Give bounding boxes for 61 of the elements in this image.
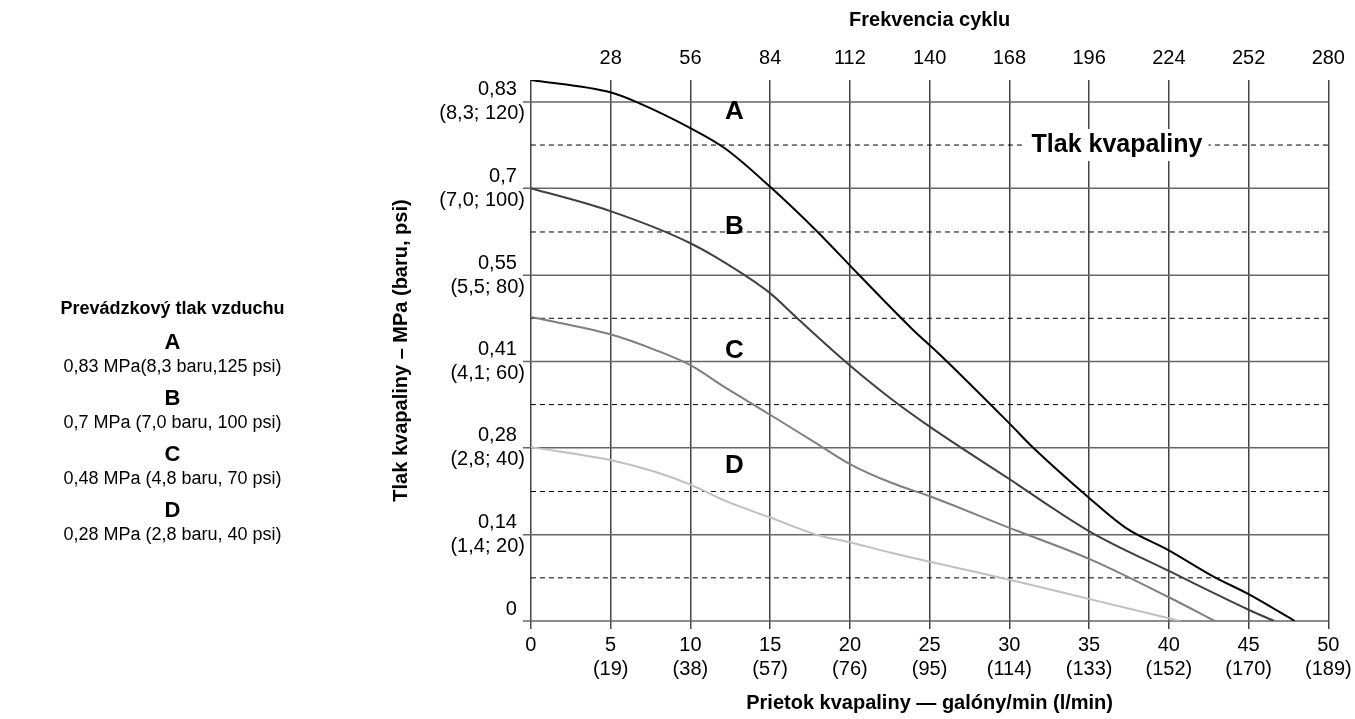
x2-tick-label: 280	[1311, 45, 1345, 68]
x-tick-label: 20	[838, 632, 862, 655]
x-tick-label: 40	[1157, 632, 1180, 655]
text: (57)	[752, 656, 788, 679]
x2-tick-label: 196	[1072, 45, 1106, 68]
x-axis-title: Prietok kvapaliny — galóny/min (l/min)	[746, 690, 1113, 713]
y-tick-label: 0,41	[477, 336, 517, 359]
x-tick-label: 45	[1237, 632, 1260, 655]
series-label: A	[724, 95, 744, 126]
text: 0,83 MPa(8,3 baru,125 psi)	[62, 355, 283, 377]
x2-axis-title: Frekvencia cyklu	[849, 7, 1011, 30]
series-label: C	[724, 333, 744, 364]
text: (8,3; 120)	[439, 101, 525, 124]
text: (95)	[911, 656, 948, 679]
x-tick-label: 5	[605, 632, 617, 655]
text: 0,48 MPa (4,8 baru, 70 psi)	[62, 467, 283, 489]
text: C	[163, 441, 182, 467]
x-tick-label: 15	[759, 632, 782, 655]
text: A	[163, 329, 182, 355]
text: (19)	[592, 656, 629, 679]
text: Tlak kvapaliny	[1031, 128, 1203, 157]
text: 0,7 MPa (7,0 baru, 100 psi)	[62, 411, 283, 433]
legend-title: Prevádzkový tlak vzduchu	[59, 298, 286, 319]
y-axis-title: Tlak kvapaliny – MPa (baru, psi)	[388, 199, 411, 502]
text: (189)	[1304, 656, 1352, 679]
x-tick-label: 50	[1317, 632, 1340, 655]
text: (4,1; 60)	[450, 360, 525, 383]
text: (170)	[1225, 656, 1272, 679]
text: B	[163, 385, 182, 411]
x2-tick-label: 28	[599, 45, 622, 68]
x2-tick-label: 112	[833, 45, 866, 68]
y-tick-label: 0,55	[477, 250, 517, 273]
text: (1,4; 20)	[450, 534, 525, 557]
x-tick-label: 35	[1077, 632, 1101, 655]
text: D	[163, 497, 182, 523]
text: (114)	[986, 656, 1032, 679]
text: (76)	[832, 656, 868, 679]
text: (2,8; 40)	[450, 447, 525, 470]
x2-tick-label: 56	[679, 45, 702, 68]
text: (152)	[1145, 656, 1193, 679]
y-tick-label: 0,14	[477, 510, 517, 533]
text: 0,28 MPa (2,8 baru, 40 psi)	[62, 523, 283, 545]
text: (5,5; 80)	[450, 274, 525, 297]
x-tick-label: 0	[525, 632, 537, 655]
text: (38)	[672, 656, 709, 679]
x-tick-label: 30	[998, 632, 1021, 655]
x-tick-label: 10	[679, 632, 702, 655]
x2-tick-label: 224	[1152, 45, 1186, 68]
series-label: D	[724, 448, 744, 479]
x2-tick-label: 84	[759, 45, 782, 68]
x-tick-label: 25	[918, 632, 941, 655]
text: (7,0; 100)	[439, 187, 525, 210]
series-label: B	[724, 210, 744, 241]
y-tick-label: 0	[505, 596, 517, 619]
text: (133)	[1065, 656, 1113, 679]
y-tick-label: 0,7	[489, 163, 517, 186]
x2-tick-label: 140	[912, 45, 947, 68]
x2-tick-label: 252	[1231, 45, 1266, 68]
y-tick-label: 0,83	[477, 77, 517, 100]
x2-tick-label: 168	[992, 45, 1027, 68]
y-tick-label: 0,28	[477, 423, 517, 446]
